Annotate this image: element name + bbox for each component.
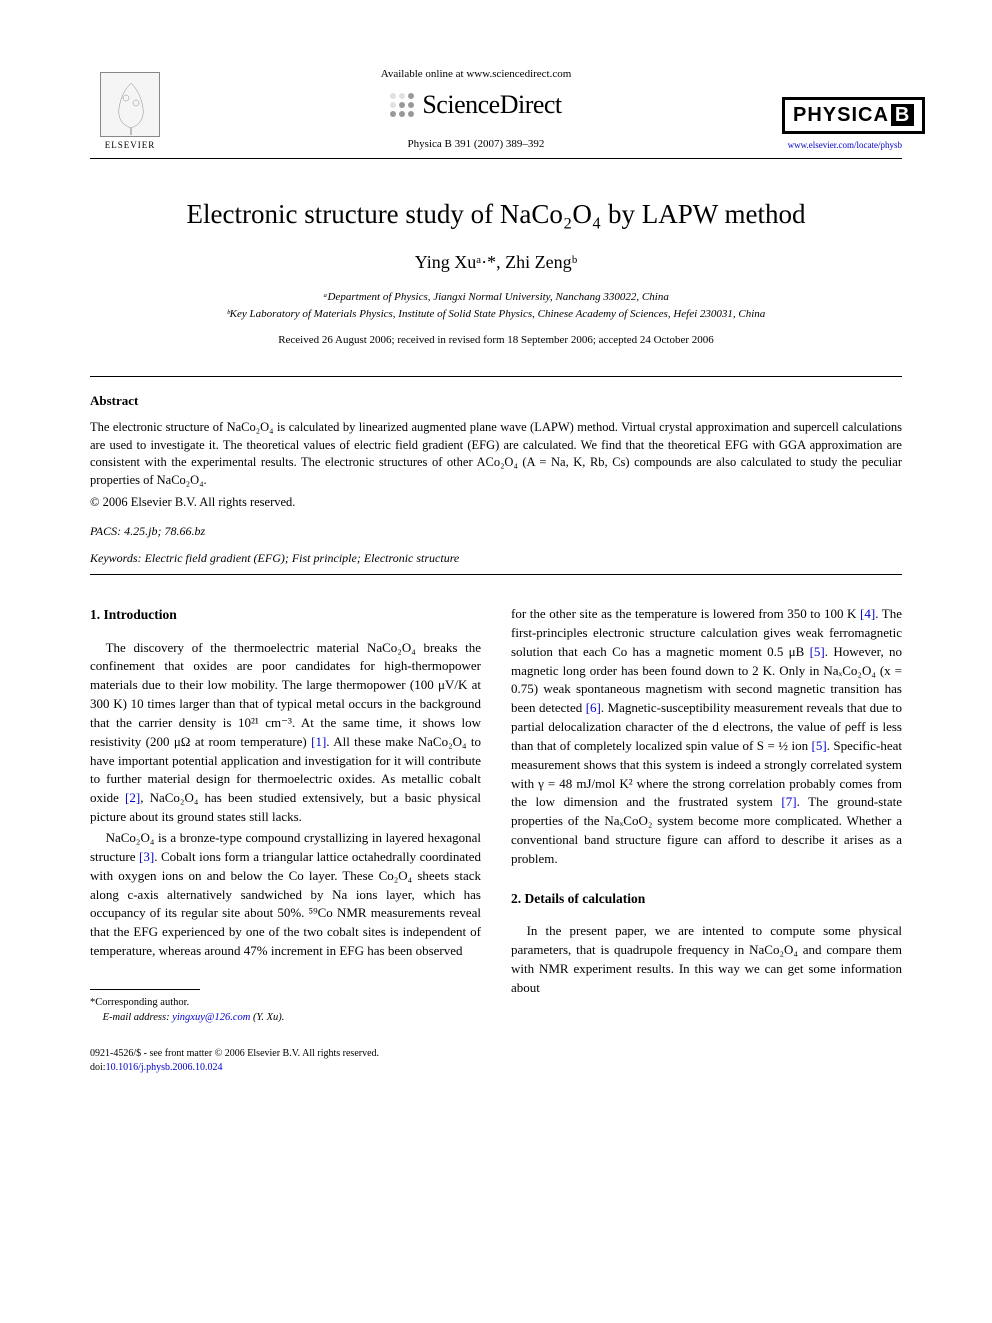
intro-p2-cont: . Cobalt ions form a triangular lattice … — [90, 849, 481, 958]
physica-logo-block: PHYSICAB www.elsevier.com/locate/physb — [782, 97, 902, 150]
corresponding-author: *Corresponding author. — [90, 996, 481, 1011]
journal-reference: Physica B 391 (2007) 389–392 — [190, 138, 762, 150]
footnote-divider — [90, 989, 200, 990]
doi-line: doi:10.1016/j.physb.2006.10.024 — [90, 1061, 481, 1075]
intro-heading: 1. Introduction — [90, 605, 481, 625]
center-header: Available online at www.sciencedirect.co… — [170, 68, 782, 150]
header-divider — [90, 158, 902, 159]
col2-p1: for the other site as the temperature is… — [511, 606, 860, 621]
abstract-top-divider — [90, 376, 902, 377]
keywords-text: Electric field gradient (EFG); Fist prin… — [145, 551, 460, 565]
affiliation-b: ᵇKey Laboratory of Materials Physics, In… — [90, 306, 902, 323]
ref-link-5[interactable]: [5] — [810, 644, 825, 659]
physica-b-badge: B — [891, 104, 914, 126]
footer-block: 0921-4526/$ - see front matter © 2006 El… — [90, 1047, 481, 1075]
pacs-line: PACS: 4.25.jb; 78.66.bz — [90, 524, 902, 539]
keywords-label: Keywords: — [90, 551, 142, 565]
elsevier-tree-icon — [100, 72, 160, 137]
ref-link-1[interactable]: [1] — [311, 734, 326, 749]
pacs-codes: 4.25.jb; 78.66.bz — [124, 524, 205, 538]
elsevier-label: ELSEVIER — [105, 140, 156, 150]
email-label: E-mail address: — [103, 1012, 170, 1023]
details-paragraph-1: In the present paper, we are intented to… — [511, 922, 902, 997]
keywords-line: Keywords: Electric field gradient (EFG);… — [90, 551, 902, 566]
available-online-text: Available online at www.sciencedirect.co… — [190, 68, 762, 80]
affiliations-block: ᵃDepartment of Physics, Jiangxi Normal U… — [90, 289, 902, 322]
abstract-bottom-divider — [90, 574, 902, 575]
email-link[interactable]: yingxuy@126.com — [172, 1012, 250, 1023]
intro-paragraph-2: NaCo₂O₄ is a bronze-type compound crysta… — [90, 829, 481, 961]
two-column-body: 1. Introduction The discovery of the the… — [90, 605, 902, 1075]
article-title: Electronic structure study of NaCo₂O₄ by… — [90, 199, 902, 230]
ref-link-4[interactable]: [4] — [860, 606, 875, 621]
ref-link-7[interactable]: [7] — [781, 794, 796, 809]
footnote-block: *Corresponding author. E-mail address: y… — [90, 996, 481, 1025]
elsevier-logo: ELSEVIER — [90, 60, 170, 150]
physica-box: PHYSICAB — [782, 97, 925, 134]
science-direct-text: ScienceDirect — [422, 90, 561, 120]
doi-label: doi: — [90, 1062, 106, 1073]
intro-p1-cont2: , NaCo₂O₄ has been studied extensively, … — [90, 790, 481, 824]
right-column: for the other site as the temperature is… — [511, 605, 902, 1075]
physica-label: PHYSICA — [793, 104, 889, 126]
issn-line: 0921-4526/$ - see front matter © 2006 El… — [90, 1047, 481, 1061]
footnote-email-line: E-mail address: yingxuy@126.com (Y. Xu). — [90, 1011, 481, 1026]
email-author: (Y. Xu). — [253, 1012, 284, 1023]
intro-col2-paragraph: for the other site as the temperature is… — [511, 605, 902, 869]
affiliation-a: ᵃDepartment of Physics, Jiangxi Normal U… — [90, 289, 902, 306]
details-heading: 2. Details of calculation — [511, 889, 902, 909]
abstract-heading: Abstract — [90, 393, 902, 409]
left-column: 1. Introduction The discovery of the the… — [90, 605, 481, 1075]
pacs-label: PACS: — [90, 524, 121, 538]
authors-line: Ying Xuᵃ·*, Zhi Zengᵇ — [90, 252, 902, 273]
science-direct-dots-icon — [390, 93, 414, 117]
intro-paragraph-1: The discovery of the thermoelectric mate… — [90, 639, 481, 827]
ref-link-6[interactable]: [6] — [586, 700, 601, 715]
ref-link-3[interactable]: [3] — [139, 849, 154, 864]
article-dates: Received 26 August 2006; received in rev… — [90, 334, 902, 346]
intro-p1-text: The discovery of the thermoelectric mate… — [90, 640, 481, 749]
ref-link-2[interactable]: [2] — [125, 790, 140, 805]
abstract-copyright: © 2006 Elsevier B.V. All rights reserved… — [90, 495, 902, 510]
doi-link[interactable]: 10.1016/j.physb.2006.10.024 — [106, 1062, 223, 1073]
header-row: ELSEVIER Available online at www.science… — [90, 60, 902, 150]
journal-url-link[interactable]: www.elsevier.com/locate/physb — [782, 140, 902, 150]
science-direct-logo: ScienceDirect — [190, 90, 762, 120]
ref-link-5b[interactable]: [5] — [812, 738, 827, 753]
abstract-text: The electronic structure of NaCo₂O₄ is c… — [90, 419, 902, 489]
